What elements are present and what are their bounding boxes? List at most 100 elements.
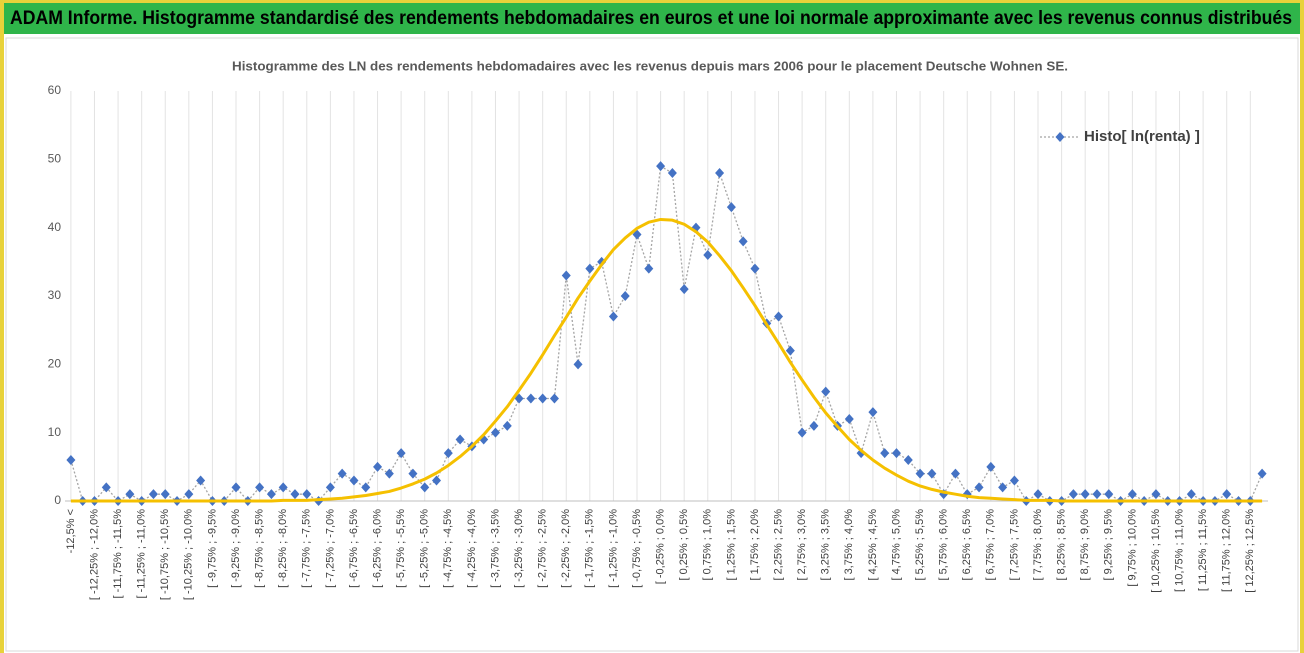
point xyxy=(1127,489,1137,500)
point xyxy=(502,420,512,431)
x-tick-label: [ 8,75% ; 9,0% xyxy=(1079,509,1091,581)
y-tick-label: 60 xyxy=(48,83,62,97)
point xyxy=(1104,489,1114,500)
x-tick-label: [ 4,75% ; 5,0% xyxy=(890,509,902,581)
point xyxy=(514,393,524,404)
chart-area xyxy=(5,37,1299,652)
point xyxy=(526,393,536,404)
point xyxy=(490,427,500,438)
point xyxy=(738,236,748,247)
point xyxy=(1068,489,1078,500)
point xyxy=(679,284,689,295)
x-tick-label: [ 12,25% ; 12,5% xyxy=(1244,509,1256,593)
x-tick-label: [ 5,25% ; 5,5% xyxy=(914,509,926,581)
point xyxy=(443,448,453,459)
y-tick-label: 30 xyxy=(48,288,62,302)
x-tick-label: [ 11,75% ; 12,0% xyxy=(1221,509,1233,592)
y-tick-label: 20 xyxy=(48,357,62,371)
x-tick-label: [ -6,75% ; -6,5% xyxy=(348,509,360,588)
x-tick-label: [ 1,25% ; 1,5% xyxy=(725,509,737,581)
point xyxy=(337,468,347,479)
point xyxy=(1257,468,1267,479)
x-tick-label: [ 9,25% ; 9,5% xyxy=(1103,509,1115,581)
point xyxy=(644,263,654,274)
point xyxy=(196,475,206,486)
x-tick-label: [ -11,25% ; -11,0% xyxy=(136,509,148,599)
x-tick-label: [ -10,75% ; -10,5% xyxy=(159,509,171,600)
point xyxy=(455,434,465,445)
x-tick-label: [ -5,25% ; -5,0% xyxy=(419,509,431,588)
x-tick-label: [ -7,75% ; -7,5% xyxy=(301,509,313,588)
x-tick-label: [ -8,75% ; -8,5% xyxy=(254,509,266,588)
point xyxy=(349,475,359,486)
point xyxy=(821,386,831,397)
x-tick-label: [ 7,75% ; 8,0% xyxy=(1032,509,1044,581)
point xyxy=(608,311,618,322)
series-line xyxy=(70,217,1263,503)
x-tick-label: [ -7,25% ; -7,0% xyxy=(324,509,336,588)
x-tick-label: [ 8,25% ; 8,5% xyxy=(1056,509,1068,581)
point xyxy=(361,482,371,493)
x-tick-label: [ -2,25% ; -2,0% xyxy=(560,509,572,588)
x-tick-label: [ -4,25% ; -4,0% xyxy=(466,509,478,588)
point xyxy=(703,250,713,260)
point xyxy=(809,420,819,431)
x-tick-label: [ 9,75% ; 10,0% xyxy=(1126,509,1138,587)
y-tick-label: 50 xyxy=(48,152,62,166)
x-tick-label: [ -1,75% ; -1,5% xyxy=(584,509,596,588)
y-tick-label: 10 xyxy=(48,425,62,439)
y-tick-label: 0 xyxy=(54,493,61,507)
x-tick-label: [ -1,25% ; -1,0% xyxy=(607,509,619,588)
chart-title: Histogramme des LN des rendements hebdom… xyxy=(232,58,1068,73)
point xyxy=(891,448,901,459)
point xyxy=(148,489,158,500)
x-tick-label: [ 6,25% ; 6,5% xyxy=(961,509,973,581)
point xyxy=(797,427,807,438)
x-tick-label: [ -0,75% ; -0,5% xyxy=(631,509,643,588)
x-tick-label: [ 2,75% ; 3,0% xyxy=(796,509,808,581)
point xyxy=(302,489,312,500)
x-tick-label: [ 4,25% ; 4,5% xyxy=(867,509,879,581)
point xyxy=(903,455,913,465)
point xyxy=(1080,489,1090,500)
left-accent xyxy=(0,0,4,653)
x-tick-label: [ -11,75% ; -11,5% xyxy=(112,509,124,599)
point xyxy=(880,448,890,459)
x-tick-label: [ -6,25% ; -6,0% xyxy=(371,509,383,588)
x-tick-label: [ -0,25% ; 0,0% xyxy=(655,509,667,584)
x-tick-label: [ 5,75% ; 6,0% xyxy=(938,509,950,581)
x-tick-label: [ 0,25% ; 0,5% xyxy=(678,509,690,581)
point xyxy=(998,482,1008,493)
point xyxy=(290,489,300,500)
point xyxy=(785,345,795,356)
point xyxy=(373,461,383,472)
header-accent xyxy=(0,0,1304,3)
point xyxy=(1222,489,1232,500)
header-bar xyxy=(0,0,1304,34)
point xyxy=(420,482,430,493)
point xyxy=(101,482,111,493)
x-tick-label: [ 11,25% ; 11,5% xyxy=(1197,509,1209,591)
x-tick-label: [ -5,75% ; -5,5% xyxy=(395,509,407,588)
x-tick-label: [ 10,25% ; 10,5% xyxy=(1150,509,1162,593)
point xyxy=(1009,475,1019,486)
point xyxy=(1092,489,1102,500)
point xyxy=(408,468,418,479)
x-tick-label: [ -9,75% ; -9,5% xyxy=(206,509,218,588)
point xyxy=(66,455,76,465)
x-tick-label: [ -10,25% ; -10,0% xyxy=(183,509,195,600)
point xyxy=(255,482,265,493)
point xyxy=(278,482,288,493)
point xyxy=(986,461,996,472)
point xyxy=(620,291,630,301)
x-tick-label: -12,5% < xyxy=(65,509,77,553)
point xyxy=(549,393,559,404)
point xyxy=(915,468,925,479)
x-tick-label: [ -9,25% ; -9,0% xyxy=(230,509,242,588)
point xyxy=(160,489,170,500)
point xyxy=(384,468,394,479)
x-tick-label: [ 10,75% ; 11,0% xyxy=(1173,509,1185,592)
x-tick-label: [ -3,75% ; -3,5% xyxy=(489,509,501,588)
point xyxy=(656,161,666,172)
point xyxy=(184,489,194,500)
